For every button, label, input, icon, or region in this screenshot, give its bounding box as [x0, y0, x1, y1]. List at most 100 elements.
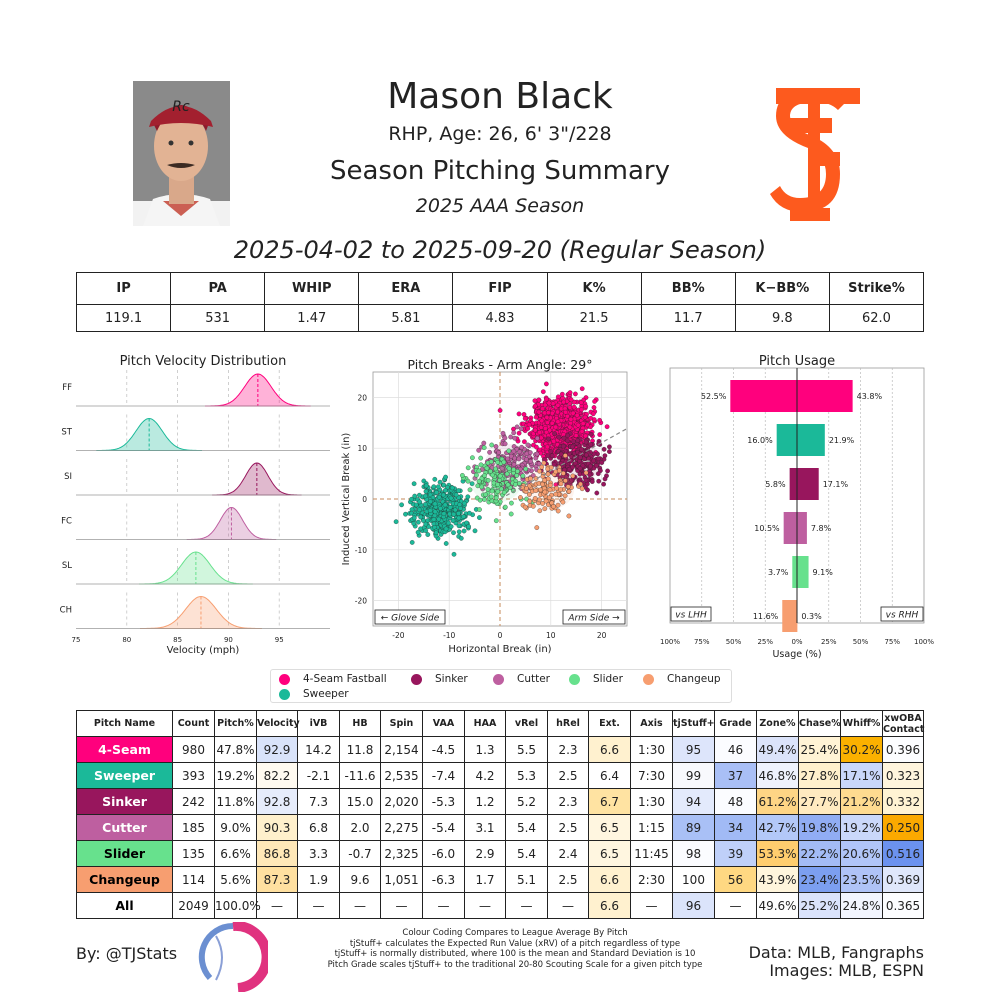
pitch-point: [428, 499, 433, 505]
pitch-point: [485, 486, 491, 492]
pitch-point: [461, 528, 467, 534]
pitch-metric-cell: —: [297, 892, 340, 919]
pitch-point: [579, 446, 584, 452]
pitch-point: [508, 453, 514, 459]
pitch-metric-cell: 2.5: [547, 762, 589, 789]
pitch-metric-cell: 5.4: [505, 840, 548, 867]
pitch-point: [411, 515, 417, 521]
pitch-point: [476, 447, 482, 453]
legend-marker: [411, 674, 422, 685]
pitch-point: [587, 472, 593, 478]
pitch-metric-cell: 6.6: [588, 892, 631, 919]
pitch-point: [516, 411, 522, 417]
pitch-point: [511, 462, 517, 467]
pitch-point: [542, 489, 548, 495]
pitch-point: [538, 425, 544, 430]
pitch-point: [488, 494, 494, 500]
pitch-row-label: CH: [60, 606, 72, 616]
pitch-point: [524, 485, 529, 491]
pitch-metric-cell: -7.4: [422, 762, 465, 789]
pitch-point: [566, 513, 572, 519]
pitch-point: [441, 511, 447, 517]
pitch-point: [545, 410, 551, 415]
pitch-table-header-cell: VAA: [422, 710, 465, 737]
pitch-point: [497, 408, 503, 413]
pitch-point: [432, 509, 438, 515]
pitch-point: [525, 426, 531, 431]
pitch-usage-chart: Pitch Usage 52.5% 43.8% 16.0% 21.9% 5.8% 17.1%…: [660, 354, 934, 660]
pitch-metric-cell: 1:15: [630, 814, 673, 841]
pitch-point: [565, 433, 571, 438]
pitch-point: [485, 478, 491, 483]
pitch-point: [539, 418, 545, 424]
pitch-metric-cell: 24.8%: [840, 892, 883, 919]
pitch-point: [520, 473, 526, 479]
pitch-row-label: ST: [61, 428, 72, 438]
x-tick-label: 10: [546, 631, 556, 640]
note-line: tjStuff+ is normally distributed, where …: [334, 949, 696, 959]
pitch-point: [539, 464, 545, 470]
pitch-metric-cell: —: [714, 892, 757, 919]
pitch-point: [544, 381, 549, 387]
pitch-point: [461, 500, 467, 506]
pitch-point: [601, 446, 607, 452]
legend-marker: [643, 674, 654, 685]
legend-label: Sinker: [435, 673, 468, 685]
pitch-metric-cell: 0.323: [882, 762, 924, 789]
pitch-point: [560, 470, 566, 476]
pitch-point: [543, 498, 549, 504]
x-tick-label: 75%: [884, 638, 900, 646]
pitch-point: [558, 481, 564, 487]
usage-label-rhh: 43.8%: [857, 392, 883, 401]
pitch-point: [432, 476, 438, 482]
pitch-point: [501, 490, 507, 495]
x-tick-label: -10: [443, 631, 455, 640]
pitch-point: [563, 478, 568, 484]
pitch-point: [476, 478, 482, 484]
pitch-metric-cell: —: [380, 892, 423, 919]
pitch-point: [495, 482, 500, 487]
pitch-metric-cell: 82.2: [256, 762, 298, 789]
pitch-point: [594, 490, 600, 496]
pitch-metric-cell: 20.6%: [840, 840, 883, 867]
pitch-metric-cell: —: [547, 892, 589, 919]
pitch-point: [448, 495, 454, 501]
pitch-point: [512, 435, 518, 441]
pitch-point: [579, 407, 584, 413]
pitch-point: [458, 535, 464, 541]
pitch-metric-cell: -6.0: [422, 840, 465, 867]
pitch-point: [570, 473, 576, 479]
usage-label-rhh: 9.1%: [813, 568, 834, 577]
pitch-point: [583, 478, 589, 483]
stat-value: 62.0: [828, 304, 925, 332]
pitch-point: [505, 482, 511, 488]
pitch-point: [536, 409, 542, 415]
pitch-point: [579, 386, 585, 392]
pitch-point: [590, 411, 596, 417]
pitch-metric-cell: 2:30: [630, 866, 673, 893]
x-axis-label: Velocity (mph): [167, 645, 240, 656]
pitch-point: [417, 492, 422, 498]
pitch-table-header-cell: hRel: [547, 710, 589, 737]
pitch-metric-cell: 2.3: [547, 736, 589, 763]
pitch-point: [413, 502, 419, 508]
date-range: 2025-04-02 to 2025-09-20 (Regular Season…: [233, 236, 767, 264]
glove-side-label: ← Glove Side: [381, 614, 440, 624]
usage-label-lhh: 16.0%: [747, 436, 773, 445]
pitch-point: [541, 460, 547, 466]
pitch-metric-cell: -2.1: [297, 762, 340, 789]
pitch-metric-cell: 3.3: [297, 840, 340, 867]
pitch-metric-cell: 393: [172, 762, 215, 789]
pitch-metric-cell: 39: [714, 840, 757, 867]
pitch-metric-cell: -5.3: [422, 788, 465, 815]
pitch-metric-cell: 23.4%: [798, 866, 841, 893]
pitch-point: [547, 487, 553, 493]
pitch-metric-cell: 86.8: [256, 840, 298, 867]
pitch-point: [575, 422, 581, 428]
pitch-metric-cell: 21.2%: [840, 788, 883, 815]
pitch-point: [467, 510, 472, 516]
pitch-row-label: FC: [61, 517, 72, 527]
pitch-point: [514, 424, 520, 430]
pitch-point: [393, 519, 399, 525]
pitch-point: [518, 426, 524, 432]
